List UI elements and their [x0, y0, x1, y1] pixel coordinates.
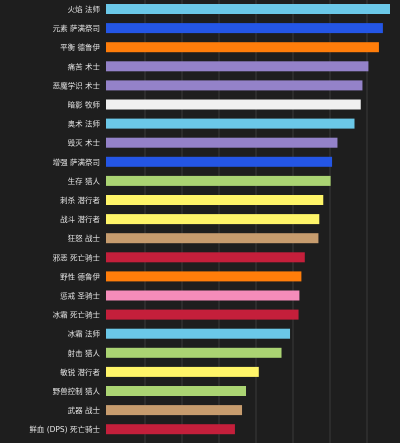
bar [106, 80, 363, 91]
category-label: 射击 猎人 [68, 348, 101, 358]
bar [106, 405, 243, 416]
bar [106, 99, 361, 110]
category-label: 冰霜 死亡骑士 [53, 310, 101, 320]
category-label: 狂怒 战士 [68, 233, 101, 243]
bar [106, 214, 320, 225]
bar [106, 309, 299, 320]
category-label: 毁灭 术士 [68, 138, 101, 148]
category-label: 平衡 德鲁伊 [60, 42, 100, 52]
category-label: 刺杀 潜行者 [60, 195, 100, 205]
bar [106, 252, 305, 263]
category-label: 火焰 法师 [68, 4, 101, 14]
bar [106, 23, 383, 34]
category-label: 元素 萨满祭司 [53, 23, 100, 33]
bar [106, 328, 291, 339]
category-label: 生存 猎人 [68, 176, 101, 186]
category-label: 鲜血 (DPS) 死亡骑士 [29, 424, 100, 434]
bar [106, 290, 300, 301]
category-label: 敏锐 潜行者 [60, 367, 100, 377]
category-label: 恶魔学识 术士 [53, 80, 101, 90]
bar [106, 4, 390, 14]
category-label: 惩戒 圣骑士 [60, 291, 100, 301]
category-label: 奥术 法师 [68, 119, 101, 129]
bar [106, 42, 379, 53]
bar [106, 195, 324, 205]
bar [106, 233, 319, 244]
category-label: 暗影 牧师 [68, 100, 101, 110]
category-label: 增强 萨满祭司 [53, 157, 100, 167]
bar [106, 61, 369, 72]
bar [106, 137, 338, 148]
bar [106, 366, 259, 377]
category-label: 武器 战士 [68, 405, 101, 415]
bar [106, 347, 282, 358]
bars [106, 4, 390, 435]
bar [106, 118, 355, 129]
category-label: 痛苦 术士 [68, 61, 101, 71]
category-label: 野性 德鲁伊 [60, 271, 100, 281]
bar [106, 424, 235, 435]
bar [106, 271, 302, 282]
bar [106, 175, 331, 186]
bar [106, 386, 247, 396]
category-label: 野兽控制 猎人 [53, 386, 101, 396]
category-label: 冰霜 法师 [68, 329, 101, 339]
bar [106, 156, 333, 167]
category-label: 战斗 潜行者 [60, 214, 100, 224]
category-label: 邪恶 死亡骑士 [53, 252, 101, 262]
